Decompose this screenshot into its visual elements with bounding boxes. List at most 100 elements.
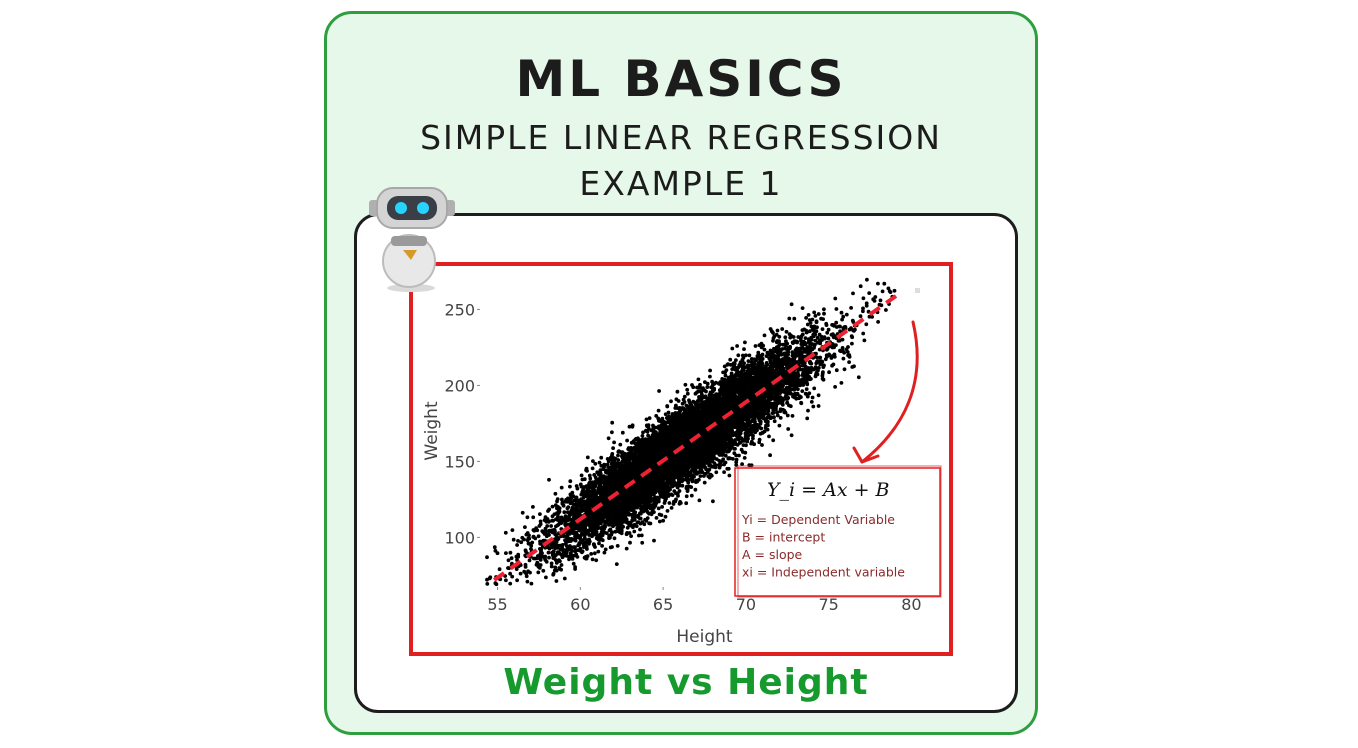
title-main: ML BASICS <box>515 50 847 108</box>
scatter-point <box>731 457 735 461</box>
scatter-point <box>669 506 674 510</box>
scatter-points <box>485 277 897 587</box>
scatter-point <box>652 538 656 543</box>
scatter-point <box>767 434 771 439</box>
scatter-point <box>741 353 745 358</box>
scatter-point <box>588 476 593 481</box>
scatter-point <box>826 336 831 341</box>
scatter-point <box>703 380 707 384</box>
scatter-point <box>833 385 837 389</box>
scatter-point <box>587 541 591 546</box>
scatter-point <box>727 473 732 478</box>
scatter-point <box>698 382 702 387</box>
scatter-point <box>555 499 559 504</box>
scatter-point <box>862 338 867 343</box>
scatter-point <box>892 288 897 293</box>
scatter-point <box>724 368 729 372</box>
scatter-point <box>564 544 569 548</box>
scatter-point <box>814 319 819 324</box>
scatter-point <box>674 491 678 496</box>
scatter-point <box>786 427 791 431</box>
scatter-point <box>559 485 564 490</box>
scatter-point <box>573 565 577 569</box>
scatter-point <box>510 574 515 579</box>
scatter-point <box>812 310 817 315</box>
scatter-point <box>607 528 612 533</box>
scatter-point <box>529 581 534 586</box>
scatter-point <box>612 440 616 445</box>
scatter-point <box>878 298 883 303</box>
scatter-point <box>821 317 825 321</box>
scatter-point <box>629 534 633 538</box>
scatter-point <box>742 456 747 460</box>
scatter-point <box>810 317 815 322</box>
scatter-point <box>618 442 623 447</box>
scatter-point <box>608 545 613 550</box>
scatter-point <box>541 568 546 573</box>
scatter-point <box>820 327 825 331</box>
scatter-point <box>727 456 731 460</box>
scatter-point <box>551 549 556 553</box>
scatter-point <box>563 514 568 518</box>
scatter-point <box>753 344 758 348</box>
scatter-point <box>695 385 699 390</box>
scatter-point <box>811 404 816 409</box>
scatter-point <box>789 302 794 307</box>
scatter-point <box>568 479 573 484</box>
scatter-point <box>772 419 777 424</box>
scatter-point <box>669 399 673 404</box>
scatter-point <box>827 352 831 357</box>
scatter-point <box>744 353 748 358</box>
chart-frame: 100 150 200 250 55 60 65 70 75 80 Height Weight Y_i … <box>409 262 953 656</box>
scatter-point <box>861 306 865 311</box>
scatter-point <box>612 536 617 541</box>
scatter-point <box>524 574 529 579</box>
scatter-point <box>771 338 775 343</box>
scatter-point <box>705 381 710 386</box>
scatter-point <box>508 581 513 586</box>
scatter-point <box>529 547 533 551</box>
scatter-point <box>806 313 811 317</box>
scatter-point <box>562 510 567 515</box>
scatter-point <box>723 453 728 458</box>
scatter-point <box>876 281 880 286</box>
scatter-point <box>756 350 761 355</box>
scatter-point <box>730 346 735 351</box>
scatter-point <box>568 484 572 489</box>
scatter-point <box>723 373 728 378</box>
scatter-point <box>698 474 703 478</box>
scatter-point <box>554 579 559 583</box>
scatter-point <box>800 306 805 310</box>
scatter-point <box>625 525 630 530</box>
scatter-point <box>594 558 599 563</box>
scatter-point <box>525 515 530 520</box>
scatter-point <box>518 571 523 576</box>
scatter-point <box>764 404 769 409</box>
scatter-point <box>830 342 835 346</box>
scatter-point <box>674 397 679 402</box>
scatter-point <box>728 357 733 362</box>
scatter-point <box>508 550 513 555</box>
scatter-point <box>775 410 779 415</box>
scatter-point <box>642 522 647 527</box>
scatter-point <box>515 543 519 547</box>
scatter-point <box>867 291 872 295</box>
scatter-point <box>742 361 746 366</box>
scatter-point <box>771 438 776 443</box>
scatter-point <box>527 558 532 563</box>
scatter-point <box>840 346 845 350</box>
scatter-point <box>814 361 819 366</box>
scatter-point <box>693 487 698 492</box>
scatter-point <box>780 327 785 331</box>
scatter-point <box>536 570 541 575</box>
scatter-point <box>806 408 810 413</box>
scatter-point <box>734 358 738 362</box>
scatter-point <box>751 436 755 441</box>
scatter-point <box>747 353 752 358</box>
scatter-point <box>805 322 810 327</box>
scatter-point <box>788 346 792 351</box>
scatter-point <box>816 404 821 408</box>
scatter-point <box>656 506 661 511</box>
scatter-point <box>538 519 543 524</box>
scatter-point <box>839 310 844 315</box>
